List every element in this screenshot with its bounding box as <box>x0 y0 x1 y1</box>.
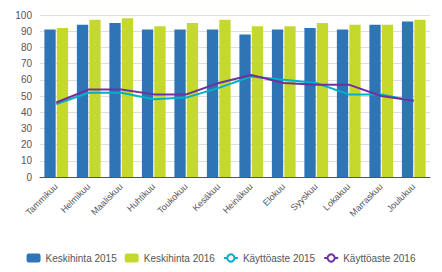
svg-text:Toukokuu: Toukokuu <box>156 181 190 215</box>
svg-text:Helmikuu: Helmikuu <box>59 181 93 215</box>
svg-text:Joulukuu: Joulukuu <box>385 181 418 214</box>
svg-text:50: 50 <box>21 91 33 102</box>
svg-text:30: 30 <box>21 123 33 134</box>
svg-text:Keskihinta 2015: Keskihinta 2015 <box>46 253 118 264</box>
svg-text:Kesäkuu: Kesäkuu <box>190 181 222 213</box>
svg-text:90: 90 <box>21 26 33 37</box>
svg-text:40: 40 <box>21 107 33 118</box>
svg-text:0: 0 <box>26 172 32 183</box>
svg-text:Käyttöaste 2016: Käyttöaste 2016 <box>343 253 416 264</box>
svg-text:Heinäkuu: Heinäkuu <box>221 181 255 215</box>
svg-text:Maaliskuu: Maaliskuu <box>89 181 125 217</box>
svg-text:60: 60 <box>21 74 33 85</box>
svg-text:10: 10 <box>21 155 33 166</box>
svg-text:20: 20 <box>21 139 33 150</box>
svg-text:Marraskuu: Marraskuu <box>348 181 385 218</box>
svg-text:Syyskuu: Syyskuu <box>289 181 320 212</box>
svg-text:Tammikuu: Tammikuu <box>24 181 60 217</box>
svg-text:Huhtikuu: Huhtikuu <box>125 181 157 213</box>
svg-text:80: 80 <box>21 42 33 53</box>
svg-text:Elokuu: Elokuu <box>261 181 288 208</box>
svg-text:70: 70 <box>21 58 33 69</box>
svg-text:Käyttöaste 2015: Käyttöaste 2015 <box>243 253 316 264</box>
svg-text:Keskihinta 2016: Keskihinta 2016 <box>144 253 216 264</box>
svg-text:Lokakuu: Lokakuu <box>321 181 352 212</box>
svg-text:100: 100 <box>15 10 32 21</box>
